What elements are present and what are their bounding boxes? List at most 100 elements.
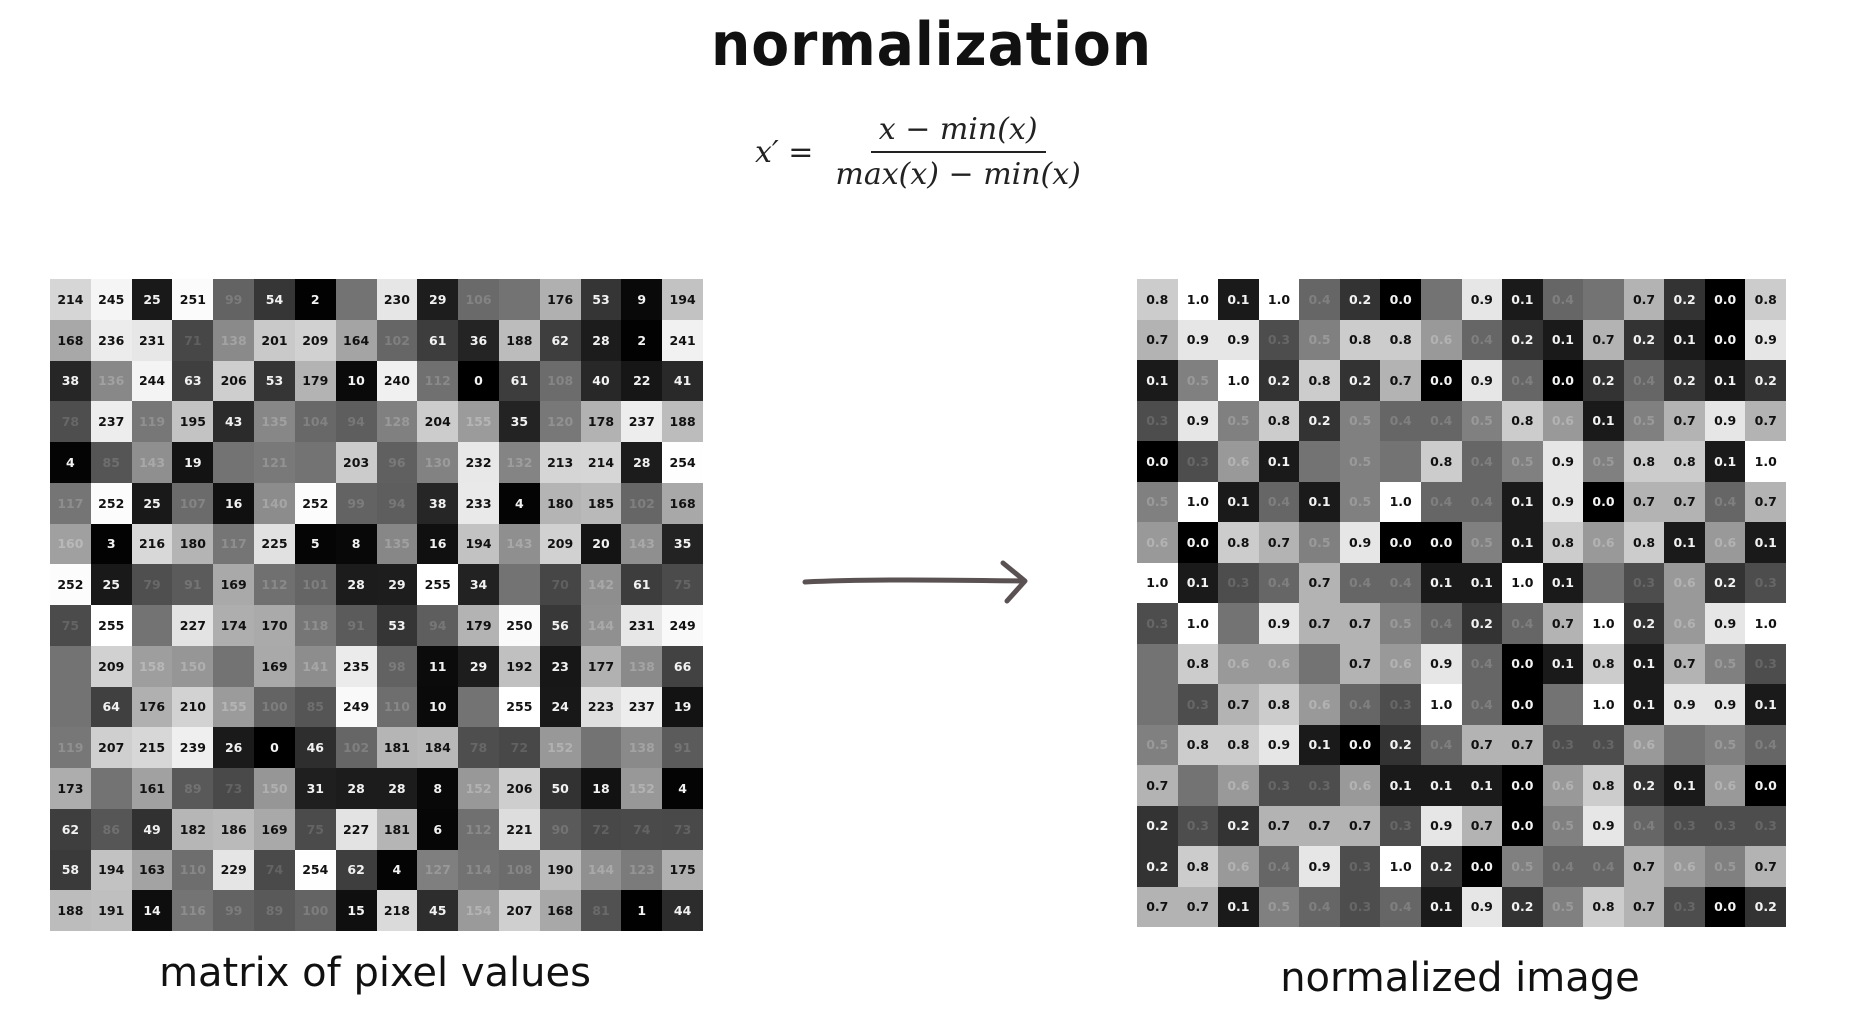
matrix-cell: 0.4 (1461, 684, 1503, 725)
matrix-cell: 0.2 (1339, 279, 1381, 320)
matrix-cell: 0.0 (1502, 684, 1543, 725)
matrix-cell: 0.8 (1745, 279, 1786, 320)
matrix-cell: 195 (172, 401, 214, 442)
matrix-cell: 0.3 (1745, 643, 1786, 684)
matrix-cell: 0.4 (1339, 684, 1381, 725)
matrix-cell: 0.9 (1339, 522, 1381, 563)
matrix-cell: 38 (417, 482, 459, 524)
matrix-cell: 241 (662, 319, 703, 361)
matrix-cell: 28 (580, 319, 622, 361)
matrix-cell: 0.0 (1502, 765, 1543, 806)
matrix-cell: 168 (539, 890, 581, 931)
matrix-cell: 89 (172, 768, 214, 809)
matrix-cell: 0.4 (1461, 643, 1503, 684)
matrix-cell (90, 768, 132, 809)
matrix-cell: 0.7 (1623, 279, 1665, 320)
matrix-cell: 75 (662, 564, 703, 605)
matrix-cell (498, 564, 540, 605)
matrix-cell: 152 (458, 768, 499, 809)
matrix-cell: 169 (254, 808, 295, 850)
matrix-cell: 0.1 (1420, 886, 1462, 927)
matrix-cell: 0.8 (1137, 279, 1178, 320)
matrix-cell: 29 (417, 279, 459, 320)
normalization-formula: x′ = x − min(x) max(x) − min(x) (755, 112, 1089, 192)
matrix-cell: 0.1 (1299, 724, 1340, 765)
matrix-cell: 4 (376, 849, 418, 891)
matrix-cell: 0.0 (1583, 481, 1624, 522)
matrix-cell: 177 (580, 645, 622, 687)
matrix-cell: 64 (90, 686, 132, 728)
matrix-cell: 0.9 (1420, 805, 1462, 846)
matrix-cell: 152 (621, 768, 663, 809)
matrix-cell: 11 (417, 645, 459, 687)
matrix-cell: 223 (580, 686, 622, 728)
matrix-cell: 0.6 (1218, 765, 1259, 806)
matrix-cell: 161 (131, 768, 173, 809)
matrix-cell: 0.2 (1420, 846, 1462, 887)
matrix-cell: 0.9 (1177, 319, 1219, 360)
matrix-cell: 40 (580, 360, 622, 402)
matrix-cell: 240 (376, 360, 418, 402)
matrix-cell: 2 (294, 279, 336, 320)
matrix-cell: 0.3 (1380, 805, 1421, 846)
matrix-cell: 81 (580, 890, 622, 931)
matrix-cell: 19 (172, 442, 214, 483)
matrix-cell: 249 (662, 605, 703, 646)
matrix-cell: 255 (90, 605, 132, 646)
matrix-cell: 182 (172, 808, 214, 850)
matrix-cell: 0.4 (1258, 846, 1300, 887)
matrix-cell: 207 (90, 727, 132, 768)
matrix-cell: 214 (580, 442, 622, 483)
matrix-cell: 179 (458, 605, 499, 646)
matrix-cell: 0.3 (1380, 684, 1421, 725)
matrix-cell: 45 (417, 890, 459, 931)
matrix-cell: 0.8 (1380, 319, 1421, 360)
matrix-cell: 0.9 (1542, 481, 1584, 522)
matrix-cell: 86 (90, 808, 132, 850)
matrix-cell: 0.6 (1664, 846, 1705, 887)
matrix-cell: 74 (621, 808, 663, 850)
matrix-cell: 89 (254, 890, 295, 931)
normalized-image-matrix: 0.8 1.0 0.1 1.0 0.4 0.2 0.0 0.9 0.1 0.4 0.7 0.2 0.0 0… (1137, 279, 1786, 927)
matrix-cell: 0.8 (1218, 724, 1259, 765)
matrix-cell: 1.0 (1583, 684, 1624, 725)
matrix-cell: 1.0 (1583, 603, 1624, 644)
matrix-cell: 70 (539, 564, 581, 605)
matrix-cell: 0.1 (1664, 522, 1705, 563)
matrix-cell: 0.9 (1704, 400, 1746, 441)
matrix-cell: 143 (621, 523, 663, 565)
matrix-cell: 0.4 (1380, 562, 1421, 603)
matrix-cell: 0.9 (1420, 643, 1462, 684)
matrix-cell: 15 (335, 890, 377, 931)
matrix-cell: 0.3 (1177, 805, 1219, 846)
matrix-cell: 0.6 (1664, 562, 1705, 603)
matrix-cell: 110 (172, 849, 214, 891)
matrix-cell (1137, 684, 1178, 725)
matrix-cell: 218 (376, 890, 418, 931)
matrix-cell: 73 (662, 808, 703, 850)
matrix-cell: 155 (458, 401, 499, 442)
matrix-cell: 178 (580, 401, 622, 442)
matrix-cell: 116 (172, 890, 214, 931)
matrix-cell: 0.8 (1623, 441, 1665, 482)
matrix-cell: 0.9 (1258, 603, 1300, 644)
matrix-cell: 135 (254, 401, 295, 442)
matrix-cell: 1.0 (1258, 279, 1300, 320)
matrix-cell: 213 (539, 442, 581, 483)
matrix-cell: 0.7 (1339, 805, 1381, 846)
matrix-cell: 74 (254, 849, 295, 891)
matrix-cell: 61 (621, 564, 663, 605)
matrix-cell: 188 (50, 890, 91, 931)
matrix-cell: 251 (172, 279, 214, 320)
matrix-cell: 0.7 (1745, 846, 1786, 887)
pixel-value-matrix: 214 245 25 251 99 54 2 230 29 106 176 53 9 194 168 236 2… (50, 279, 703, 931)
matrix-cell: 34 (458, 564, 499, 605)
page-title: normalization (711, 10, 1152, 80)
matrix-cell: 0.7 (1745, 481, 1786, 522)
matrix-cell (335, 279, 377, 320)
matrix-cell: 0.5 (1299, 319, 1340, 360)
matrix-cell (1664, 724, 1705, 765)
matrix-cell: 252 (50, 564, 91, 605)
matrix-cell: 254 (294, 849, 336, 891)
matrix-cell: 101 (294, 564, 336, 605)
